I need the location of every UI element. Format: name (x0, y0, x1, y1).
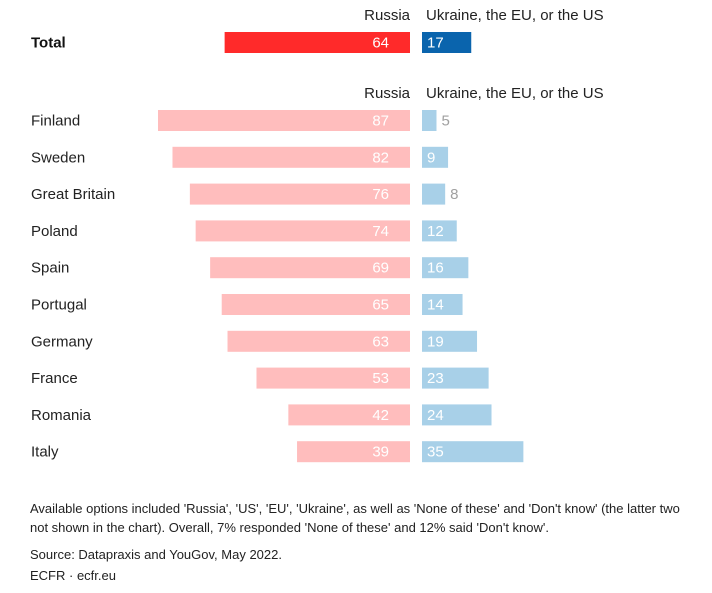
value-label-russia: 74 (372, 223, 389, 240)
series-header-other: Ukraine, the EU, or the US (426, 7, 604, 24)
bar-other (422, 404, 492, 426)
bar-russia (224, 32, 410, 53)
value-label-russia: 53 (372, 370, 389, 387)
series-header-other: Ukraine, the EU, or the US (426, 85, 604, 102)
category-label: France (31, 370, 78, 387)
category-label: Finland (31, 113, 80, 130)
bar-russia (158, 110, 410, 131)
category-label: Poland (31, 223, 78, 240)
bar-russia (288, 404, 410, 426)
value-label-other: 5 (441, 113, 449, 130)
value-label-other: 12 (427, 223, 444, 240)
value-label-russia: 87 (372, 113, 389, 130)
bar-other (422, 183, 446, 205)
bar-russia (195, 220, 410, 242)
category-label: Romania (31, 407, 92, 424)
category-label: Sweden (31, 149, 85, 166)
bar-other (422, 330, 478, 352)
value-label-other: 9 (427, 149, 435, 166)
value-label-russia: 63 (372, 333, 389, 350)
value-label-other: 8 (450, 186, 458, 203)
bar-other (422, 257, 469, 279)
value-label-russia: 69 (372, 260, 389, 277)
series-header-russia: Russia (364, 85, 411, 102)
series-header-russia: Russia (364, 7, 411, 24)
bar-russia (172, 146, 410, 168)
bar-russia (256, 367, 410, 389)
bar-russia (227, 330, 410, 352)
bar-russia (221, 294, 410, 315)
category-label: Spain (31, 260, 69, 277)
value-label-other: 14 (427, 297, 444, 314)
value-label-russia: 64 (372, 35, 389, 52)
bar-other (422, 367, 489, 389)
value-label-russia: 42 (372, 407, 389, 424)
value-label-other: 19 (427, 333, 444, 350)
category-label: Italy (31, 444, 59, 461)
category-label: Great Britain (31, 186, 115, 203)
value-label-other: 17 (427, 35, 444, 52)
bar-other (422, 294, 463, 315)
footer-credit: ECFR · ecfr.eu (30, 568, 116, 583)
value-label-other: 16 (427, 260, 444, 277)
value-label-other: 23 (427, 370, 444, 387)
bar-russia (189, 183, 410, 205)
value-label-russia: 82 (372, 149, 389, 166)
total-label: Total (31, 35, 66, 52)
bar-russia (210, 257, 410, 279)
value-label-russia: 39 (372, 444, 389, 461)
value-label-other: 24 (427, 407, 444, 424)
value-label-russia: 65 (372, 297, 389, 314)
footer-note: Available options included 'Russia', 'US… (30, 501, 680, 535)
bar-other (422, 32, 472, 53)
bar-other (422, 220, 457, 242)
footer-source: Source: Datapraxis and YouGov, May 2022. (30, 547, 282, 562)
bar-russia (297, 441, 410, 463)
value-label-other: 35 (427, 444, 444, 461)
category-label: Germany (31, 333, 93, 350)
value-label-russia: 76 (372, 186, 389, 203)
bar-other (422, 146, 449, 168)
bar-other (422, 110, 437, 131)
bar-other (422, 441, 524, 463)
category-label: Portugal (31, 297, 87, 314)
